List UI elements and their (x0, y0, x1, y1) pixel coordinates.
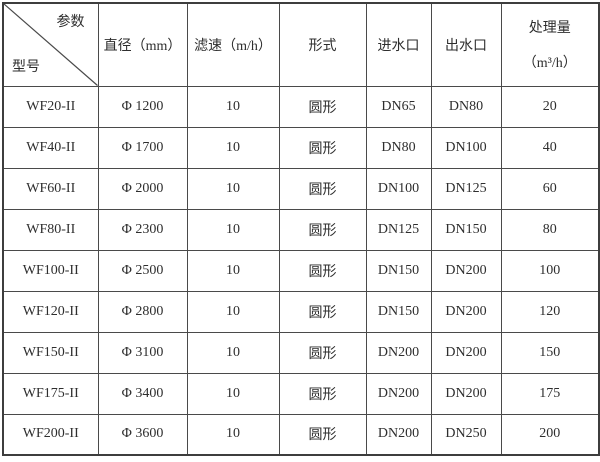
cell-filter-speed: 10 (186, 85, 280, 128)
cell-diameter: Φ 2500 (97, 249, 188, 292)
cell-inlet: DN125 (365, 208, 432, 251)
cell-filter-speed: 10 (186, 126, 280, 169)
cell-inlet: DN200 (365, 372, 432, 415)
cell-model: WF120-II (2, 290, 99, 333)
cell-filter-speed: 10 (186, 372, 280, 415)
cell-inlet: DN100 (365, 167, 432, 210)
cell-outlet: DN200 (430, 372, 502, 415)
table-row: WF20-II Φ 1200 10 圆形 DN65 DN80 20 (2, 85, 600, 128)
cell-form: 圆形 (278, 208, 367, 251)
table-row: WF150-II Φ 3100 10 圆形 DN200 DN200 150 (2, 331, 600, 374)
cell-capacity: 100 (500, 249, 600, 292)
cell-diameter: Φ 3600 (97, 413, 188, 456)
cell-capacity: 40 (500, 126, 600, 169)
header-outlet: 出水口 (430, 2, 502, 87)
table-row: WF200-II Φ 3600 10 圆形 DN200 DN250 200 (2, 413, 600, 456)
cell-diameter: Φ 3100 (97, 331, 188, 374)
cell-inlet: DN150 (365, 249, 432, 292)
header-capacity-title: 处理量 (528, 21, 571, 37)
cell-outlet: DN200 (430, 290, 502, 333)
cell-outlet: DN200 (430, 331, 502, 374)
cell-form: 圆形 (278, 290, 367, 333)
cell-inlet: DN65 (365, 85, 432, 128)
cell-capacity: 175 (500, 372, 600, 415)
corner-param-label: 参数 (56, 15, 85, 30)
table-row: WF60-II Φ 2000 10 圆形 DN100 DN125 60 (2, 167, 600, 210)
cell-diameter: Φ 1200 (97, 85, 188, 128)
cell-filter-speed: 10 (186, 167, 280, 210)
table-header-row: 参数 型号 直径（mm） 滤速（m/h） 形式 进水口 出水口 处理量 （m³/… (2, 2, 600, 87)
cell-form: 圆形 (278, 413, 367, 456)
cell-model: WF80-II (2, 208, 99, 251)
cell-form: 圆形 (278, 85, 367, 128)
cell-model: WF40-II (2, 126, 99, 169)
header-filter-speed: 滤速（m/h） (186, 2, 280, 87)
cell-model: WF20-II (2, 85, 99, 128)
cell-inlet: DN80 (365, 126, 432, 169)
cell-filter-speed: 10 (186, 208, 280, 251)
cell-capacity: 20 (500, 85, 600, 128)
cell-form: 圆形 (278, 249, 367, 292)
corner-model-label: 型号 (12, 59, 40, 75)
header-inlet: 进水口 (365, 2, 432, 87)
table-row: WF175-II Φ 3400 10 圆形 DN200 DN200 175 (2, 372, 600, 415)
corner-header-cell: 参数 型号 (2, 2, 99, 87)
cell-outlet: DN80 (430, 85, 502, 128)
cell-outlet: DN150 (430, 208, 502, 251)
header-capacity: 处理量 （m³/h） (500, 2, 600, 87)
cell-filter-speed: 10 (186, 331, 280, 374)
header-form: 形式 (278, 2, 367, 87)
cell-model: WF175-II (2, 372, 99, 415)
header-capacity-unit: （m³/h） (522, 56, 577, 72)
cell-form: 圆形 (278, 372, 367, 415)
cell-capacity: 200 (500, 413, 600, 456)
table-row: WF80-II Φ 2300 10 圆形 DN125 DN150 80 (2, 208, 600, 251)
table-row: WF120-II Φ 2800 10 圆形 DN150 DN200 120 (2, 290, 600, 333)
cell-inlet: DN150 (365, 290, 432, 333)
cell-diameter: Φ 2800 (97, 290, 188, 333)
cell-capacity: 120 (500, 290, 600, 333)
cell-outlet: DN200 (430, 249, 502, 292)
cell-form: 圆形 (278, 331, 367, 374)
cell-inlet: DN200 (365, 331, 432, 374)
cell-form: 圆形 (278, 126, 367, 169)
table-row: WF40-II Φ 1700 10 圆形 DN80 DN100 40 (2, 126, 600, 169)
cell-model: WF200-II (2, 413, 99, 456)
cell-outlet: DN125 (430, 167, 502, 210)
cell-form: 圆形 (278, 167, 367, 210)
header-diameter: 直径（mm） (97, 2, 188, 87)
cell-diameter: Φ 2300 (97, 208, 188, 251)
cell-model: WF60-II (2, 167, 99, 210)
cell-capacity: 150 (500, 331, 600, 374)
cell-filter-speed: 10 (186, 249, 280, 292)
cell-filter-speed: 10 (186, 290, 280, 333)
cell-capacity: 60 (500, 167, 600, 210)
cell-outlet: DN250 (430, 413, 502, 456)
cell-diameter: Φ 1700 (97, 126, 188, 169)
cell-inlet: DN200 (365, 413, 432, 456)
cell-filter-speed: 10 (186, 413, 280, 456)
cell-diameter: Φ 2000 (97, 167, 188, 210)
diagonal-divider-line (4, 4, 98, 86)
cell-diameter: Φ 3400 (97, 372, 188, 415)
cell-model: WF150-II (2, 331, 99, 374)
table-row: WF100-II Φ 2500 10 圆形 DN150 DN200 100 (2, 249, 600, 292)
cell-model: WF100-II (2, 249, 99, 292)
spec-table: 参数 型号 直径（mm） 滤速（m/h） 形式 进水口 出水口 处理量 （m³/… (2, 2, 600, 456)
cell-outlet: DN100 (430, 126, 502, 169)
cell-capacity: 80 (500, 208, 600, 251)
